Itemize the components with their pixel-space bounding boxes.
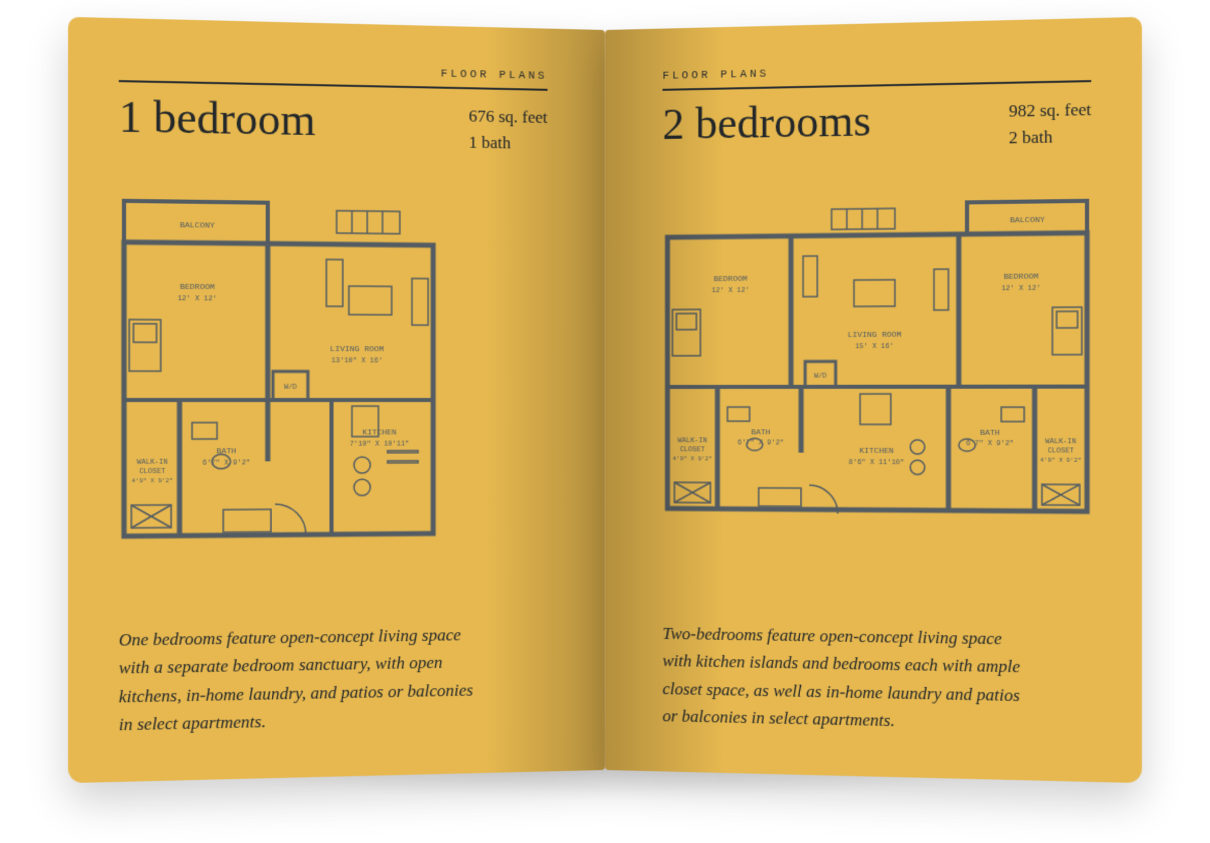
- bath-1br: 1 bath: [469, 129, 548, 156]
- title-1br: 1 bedroom: [119, 95, 316, 144]
- r-wi1: WALK-IN: [678, 437, 707, 445]
- r-wi1d: 4'9" X 9'2": [673, 455, 713, 462]
- page-left: FLOOR PLANS 1 bedroom 676 sq. feet 1 bat…: [68, 17, 605, 783]
- sqft-2br: 982 sq. feet: [1009, 97, 1092, 125]
- r-wi2d: 4'9" X 9'2": [1040, 457, 1081, 464]
- lbl-kitchen: KITCHEN: [362, 428, 396, 437]
- lbl-bath-dim: 6'7" X 9'2": [202, 459, 250, 467]
- floorplan-1br: BALCONY BEDROOM 12' X 12' LIVING ROOM 13…: [119, 196, 548, 578]
- bath-2br: 2 bath: [1009, 123, 1092, 151]
- r-wi2b: CLOSET: [1048, 447, 1074, 455]
- r-bath1: BATH: [751, 428, 771, 437]
- stage: FLOOR PLANS 1 bedroom 676 sq. feet 1 bat…: [0, 0, 1210, 843]
- r-wi1b: CLOSET: [680, 446, 705, 454]
- lbl-bath: BATH: [216, 447, 236, 456]
- lbl-bedroom: BEDROOM: [180, 283, 215, 293]
- section-label-left: FLOOR PLANS: [119, 61, 548, 90]
- r-kitchend: 8'6" X 11'10": [849, 459, 905, 467]
- floorplan-1br-svg: BALCONY BEDROOM 12' X 12' LIVING ROOM 13…: [119, 196, 459, 557]
- r-bed2: BEDROOM: [1004, 272, 1039, 282]
- r-bed2d: 12' X 12': [1001, 285, 1040, 294]
- lbl-balcony: BALCONY: [180, 221, 215, 231]
- r-livingd: 15' X 16': [855, 343, 894, 351]
- header-right: 2 bedrooms 982 sq. feet 2 bath: [663, 92, 1092, 156]
- section-label-right: FLOOR PLANS: [663, 61, 1092, 90]
- lbl-wd: W/D: [284, 384, 297, 392]
- r-bath1d: 6'7" X 9'2": [737, 439, 783, 447]
- meta-1br: 676 sq. feet 1 bath: [469, 103, 548, 156]
- floorplan-2br-svg: BALCONY BEDROOM 12' X 12' BEDROOM 12' X …: [663, 196, 1093, 537]
- header-left: 1 bedroom 676 sq. feet 1 bath: [119, 92, 548, 156]
- r-kitchen: KITCHEN: [859, 447, 894, 456]
- r-wi2: WALK-IN: [1045, 438, 1076, 446]
- meta-2br: 982 sq. feet 2 bath: [1009, 97, 1092, 151]
- r-balcony: BALCONY: [1010, 216, 1045, 226]
- sqft-1br: 676 sq. feet: [469, 103, 548, 130]
- desc-2br: Two-bedrooms feature open-concept living…: [663, 620, 1029, 737]
- r-bed1d: 12' X 12': [712, 287, 750, 295]
- lbl-living-dim: 13'10" X 16': [331, 357, 382, 365]
- lbl-walkin: WALK-IN: [137, 459, 168, 467]
- page-right: FLOOR PLANS 2 bedrooms 982 sq. feet 2 ba…: [605, 17, 1142, 783]
- page-left-inner: FLOOR PLANS 1 bedroom 676 sq. feet 1 bat…: [119, 61, 548, 738]
- lbl-kitchen-dim: 7'10" X 10'11": [350, 440, 410, 448]
- desc-1br: One bedrooms feature open-concept living…: [119, 621, 488, 739]
- title-2br: 2 bedrooms: [663, 99, 871, 147]
- r-wd: W/D: [814, 373, 827, 381]
- r-bath2: BATH: [980, 429, 1000, 438]
- r-bed1: BEDROOM: [714, 275, 748, 284]
- lbl-living: LIVING ROOM: [330, 345, 384, 354]
- floorplan-2br: BALCONY BEDROOM 12' X 12' BEDROOM 12' X …: [663, 196, 1092, 578]
- lbl-walkin-dim: 4'9" X 9'2": [132, 477, 173, 484]
- lbl-bedroom-dim: 12' X 12': [178, 295, 217, 304]
- lbl-walkin2: CLOSET: [139, 468, 165, 476]
- open-book: FLOOR PLANS 1 bedroom 676 sq. feet 1 bat…: [80, 30, 1130, 770]
- r-bath2d: 6'7" X 9'2": [966, 440, 1014, 448]
- r-living: LIVING ROOM: [847, 331, 901, 340]
- page-right-inner: FLOOR PLANS 2 bedrooms 982 sq. feet 2 ba…: [663, 61, 1092, 738]
